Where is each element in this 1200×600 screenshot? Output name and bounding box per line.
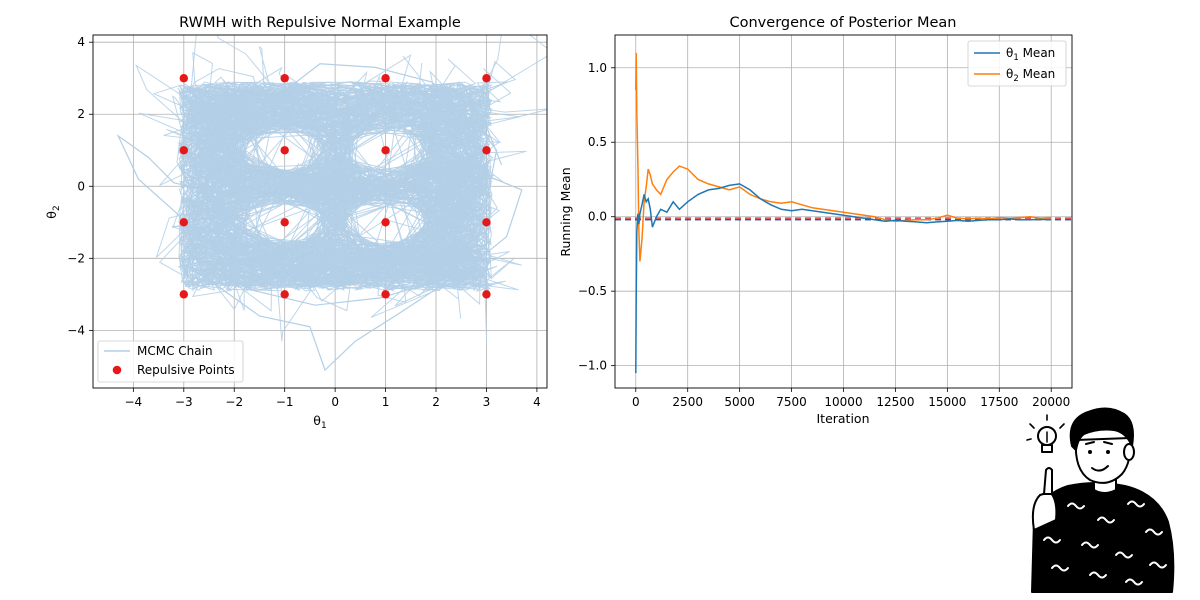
chart2-series-line-1 [635, 183, 1052, 374]
repulsive-point-10 [381, 218, 390, 227]
chart2-x-ticks: 0 2500 5000 7500 10000 12500 15000 17500 20000 [632, 388, 1070, 409]
legend-label-theta2-mean: θ2 Mean [1006, 67, 1055, 84]
chart1-x-tick-label-8: 4 [533, 395, 541, 409]
chart1-y-tick-label-4: 4 [77, 35, 85, 49]
repulsive-point-5 [280, 146, 289, 155]
chart1-repulsive-points [179, 74, 491, 299]
chart2-x-tick-label-8: 20000 [1032, 395, 1070, 409]
legend-label-repulsive-points: Repulsive Points [137, 363, 235, 377]
left-brow [1085, 441, 1095, 445]
chart2-x-tick-label-6: 15000 [928, 395, 966, 409]
repulsive-point-9 [280, 218, 289, 227]
chart2-y-tick-label-2: 0.0 [588, 210, 607, 224]
chart1-x-ticks: −4 −3 −2 −1 0 1 2 3 4 [125, 388, 541, 409]
chart2-legend: θ1 Mean θ2 Mean [967, 40, 1067, 87]
chart1-y-tick-label-2: 0 [77, 179, 85, 193]
chart1-x-label: θ1 [313, 413, 326, 431]
chart1-legend: MCMC Chain Repulsive Points [97, 340, 244, 383]
smile [1091, 465, 1109, 472]
chart2-series-line-2 [635, 52, 1052, 262]
repulsive-point-1 [280, 74, 289, 83]
chart2-x-tick-label-5: 12500 [876, 395, 914, 409]
repulsive-point-14 [381, 290, 390, 299]
repulsive-point-3 [482, 74, 491, 83]
chart2-series-lines [635, 52, 1052, 374]
chart2-x-label: Iteration [816, 411, 869, 426]
chart1-y-ticks: −4 −2 0 2 4 [67, 35, 93, 337]
chart2-x-tick-label-7: 17500 [980, 395, 1018, 409]
chart2-x-tick-label-4: 10000 [824, 395, 862, 409]
chart2-x-tick-label-1: 2500 [672, 395, 703, 409]
chart1-x-tick-label-6: 2 [432, 395, 440, 409]
chart1-title: RWMH with Repulsive Normal Example [179, 15, 461, 31]
chart2-y-label: Running Mean [558, 167, 573, 256]
pointing-finger [1043, 467, 1053, 495]
ear-shape [1123, 443, 1135, 461]
repulsive-point-15 [482, 290, 491, 299]
chart1-chain-trace [116, 63, 523, 372]
scatter-chart: RWMH with Repulsive Normal Example −4 −3−… [44, 15, 548, 431]
repulsive-point-12 [179, 290, 188, 299]
repulsive-point-7 [482, 146, 491, 155]
repulsive-point-2 [381, 74, 390, 83]
legend-label-mcmc-chain: MCMC Chain [137, 344, 213, 358]
chart1-x-tick-label-0: −4 [125, 395, 143, 409]
chart1-chain-cloud [135, 35, 547, 343]
chart1-y-tick-label-3: 2 [77, 107, 85, 121]
face-shape [1074, 437, 1132, 484]
legend-swatch-repulsive-points [112, 365, 122, 375]
chart2-x-tick-label-2: 5000 [724, 395, 755, 409]
chart1-frame [92, 34, 548, 389]
chart1-y-label: θ2 [44, 205, 62, 218]
chart1-chain-cloud-path-13 [179, 81, 508, 292]
chart1-x-tick-label-2: −2 [225, 395, 243, 409]
line-chart: Convergence of Posterior Mean 0 2500 5000 7… [558, 15, 1073, 426]
chart2-y-tick-label-1: −0.5 [578, 284, 607, 298]
chart2-y-ticks: −1.0 −0.5 0.0 0.5 1.0 [578, 61, 615, 373]
chart2-x-tick-label-0: 0 [632, 395, 640, 409]
left-eye [1088, 450, 1092, 454]
lightbulb-icon [1026, 414, 1065, 453]
chart1-chain-trace-path [116, 63, 523, 372]
chart2-x-tick-label-3: 7500 [776, 395, 807, 409]
repulsive-point-4 [179, 146, 188, 155]
chart1-x-tick-label-1: −3 [175, 395, 193, 409]
legend-label-theta1-mean: θ1 Mean [1006, 46, 1055, 63]
repulsive-point-11 [482, 218, 491, 227]
repulsive-point-8 [179, 218, 188, 227]
repulsive-point-6 [381, 146, 390, 155]
thinking-person-lightbulb-illustration [1026, 407, 1175, 593]
chart2-y-tick-label-3: 0.5 [588, 135, 607, 149]
chart2-title: Convergence of Posterior Mean [730, 15, 957, 31]
right-eye [1106, 450, 1110, 454]
repulsive-point-13 [280, 290, 289, 299]
chart1-y-tick-label-0: −4 [67, 323, 85, 337]
chart1-x-tick-label-5: 1 [382, 395, 390, 409]
chart1-y-tick-label-1: −2 [67, 251, 85, 265]
sweater-pattern [1043, 500, 1167, 586]
chart2-y-tick-label-0: −1.0 [578, 359, 607, 373]
right-brow [1103, 441, 1113, 445]
chart1-x-tick-label-7: 3 [483, 395, 491, 409]
chart1-legend-box [97, 340, 244, 383]
chart1-x-tick-label-4: 0 [331, 395, 339, 409]
repulsive-point-0 [179, 74, 188, 83]
chart2-y-tick-label-4: 1.0 [588, 61, 607, 75]
chart1-x-tick-label-3: −1 [276, 395, 294, 409]
